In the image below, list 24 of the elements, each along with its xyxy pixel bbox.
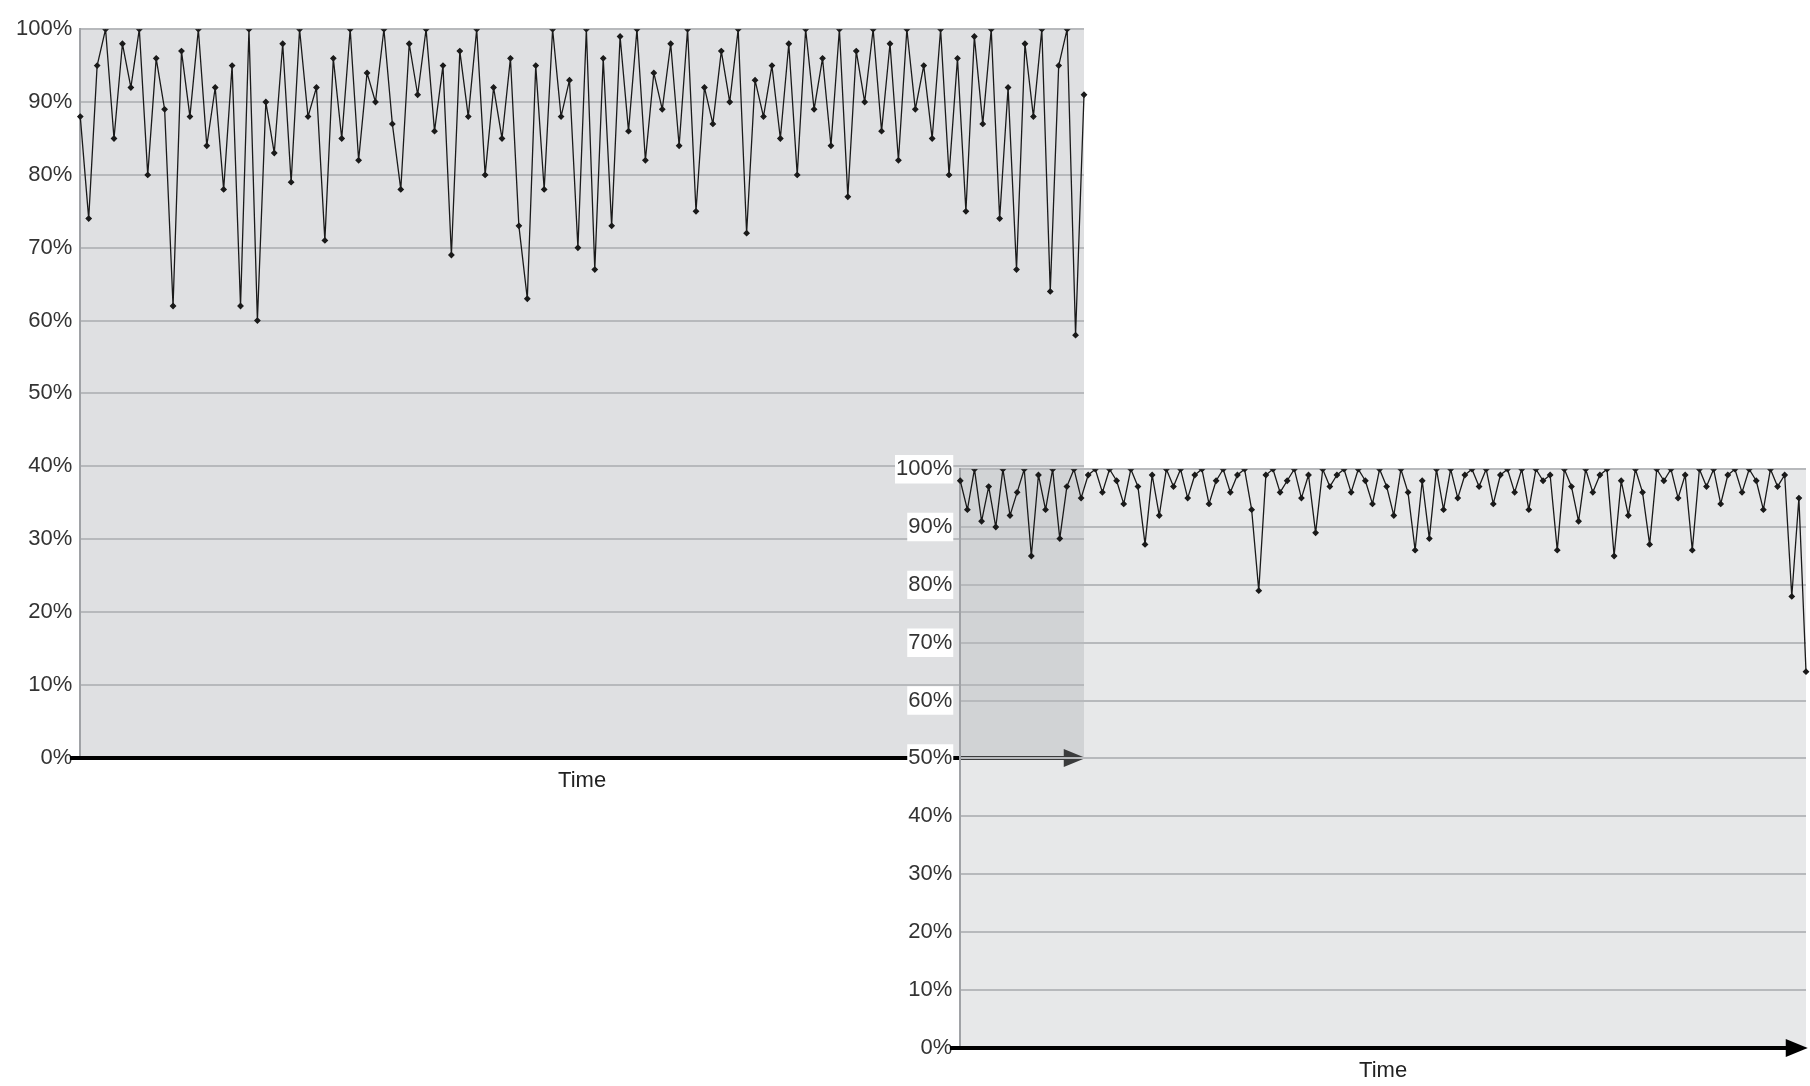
y-tick-label: 40%: [908, 802, 953, 828]
y-tick-label: 30%: [908, 860, 953, 886]
y-tick-label: 90%: [908, 513, 953, 539]
y-tick-label: 30%: [28, 525, 73, 551]
x-axis-title: Time: [558, 766, 607, 792]
y-tick-label: 100%: [15, 15, 73, 41]
y-tick-label: 100%: [895, 455, 953, 481]
y-tick-label: 10%: [28, 670, 73, 696]
y-tick-label: 0%: [40, 743, 73, 769]
y-tick-label: 60%: [28, 306, 73, 332]
y-tick-label: 70%: [28, 233, 73, 259]
y-tick-label: 40%: [28, 452, 73, 478]
y-tick-label: 20%: [908, 917, 953, 943]
x-axis-title: Time: [1359, 1056, 1408, 1082]
y-tick-label: 80%: [908, 570, 953, 596]
y-tick-label: 10%: [908, 975, 953, 1001]
y-tick-label: 90%: [28, 88, 73, 114]
y-tick-label: 50%: [28, 379, 73, 405]
y-tick-label: 70%: [908, 628, 953, 654]
y-tick-label: 20%: [28, 597, 73, 623]
y-tick-label: 50%: [908, 744, 953, 770]
y-tick-label: 0%: [920, 1033, 953, 1059]
y-tick-label: 80%: [28, 160, 73, 186]
y-tick-label: 60%: [908, 686, 953, 712]
